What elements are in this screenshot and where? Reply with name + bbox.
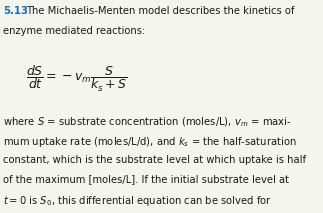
Text: 5.13: 5.13 [3,6,28,16]
Text: where $S$ = substrate concentration (moles/L), $v_m$ = maxi-: where $S$ = substrate concentration (mol… [3,115,292,129]
Text: The Michaelis-Menten model describes the kinetics of: The Michaelis-Menten model describes the… [26,6,295,16]
Text: $\dfrac{dS}{dt} = -v_m \dfrac{S}{k_s + S}$: $\dfrac{dS}{dt} = -v_m \dfrac{S}{k_s + S… [26,64,128,94]
Text: of the maximum [moles/L]. If the initial substrate level at: of the maximum [moles/L]. If the initial… [3,174,289,184]
Text: constant, which is the substrate level at which uptake is half: constant, which is the substrate level a… [3,155,306,165]
Text: enzyme mediated reactions:: enzyme mediated reactions: [3,26,145,36]
Text: $t = 0$ is $S_0$, this differential equation can be solved for: $t = 0$ is $S_0$, this differential equa… [3,194,272,208]
Text: mum uptake rate (moles/L/d), and $k_s$ = the half-saturation: mum uptake rate (moles/L/d), and $k_s$ =… [3,135,297,149]
